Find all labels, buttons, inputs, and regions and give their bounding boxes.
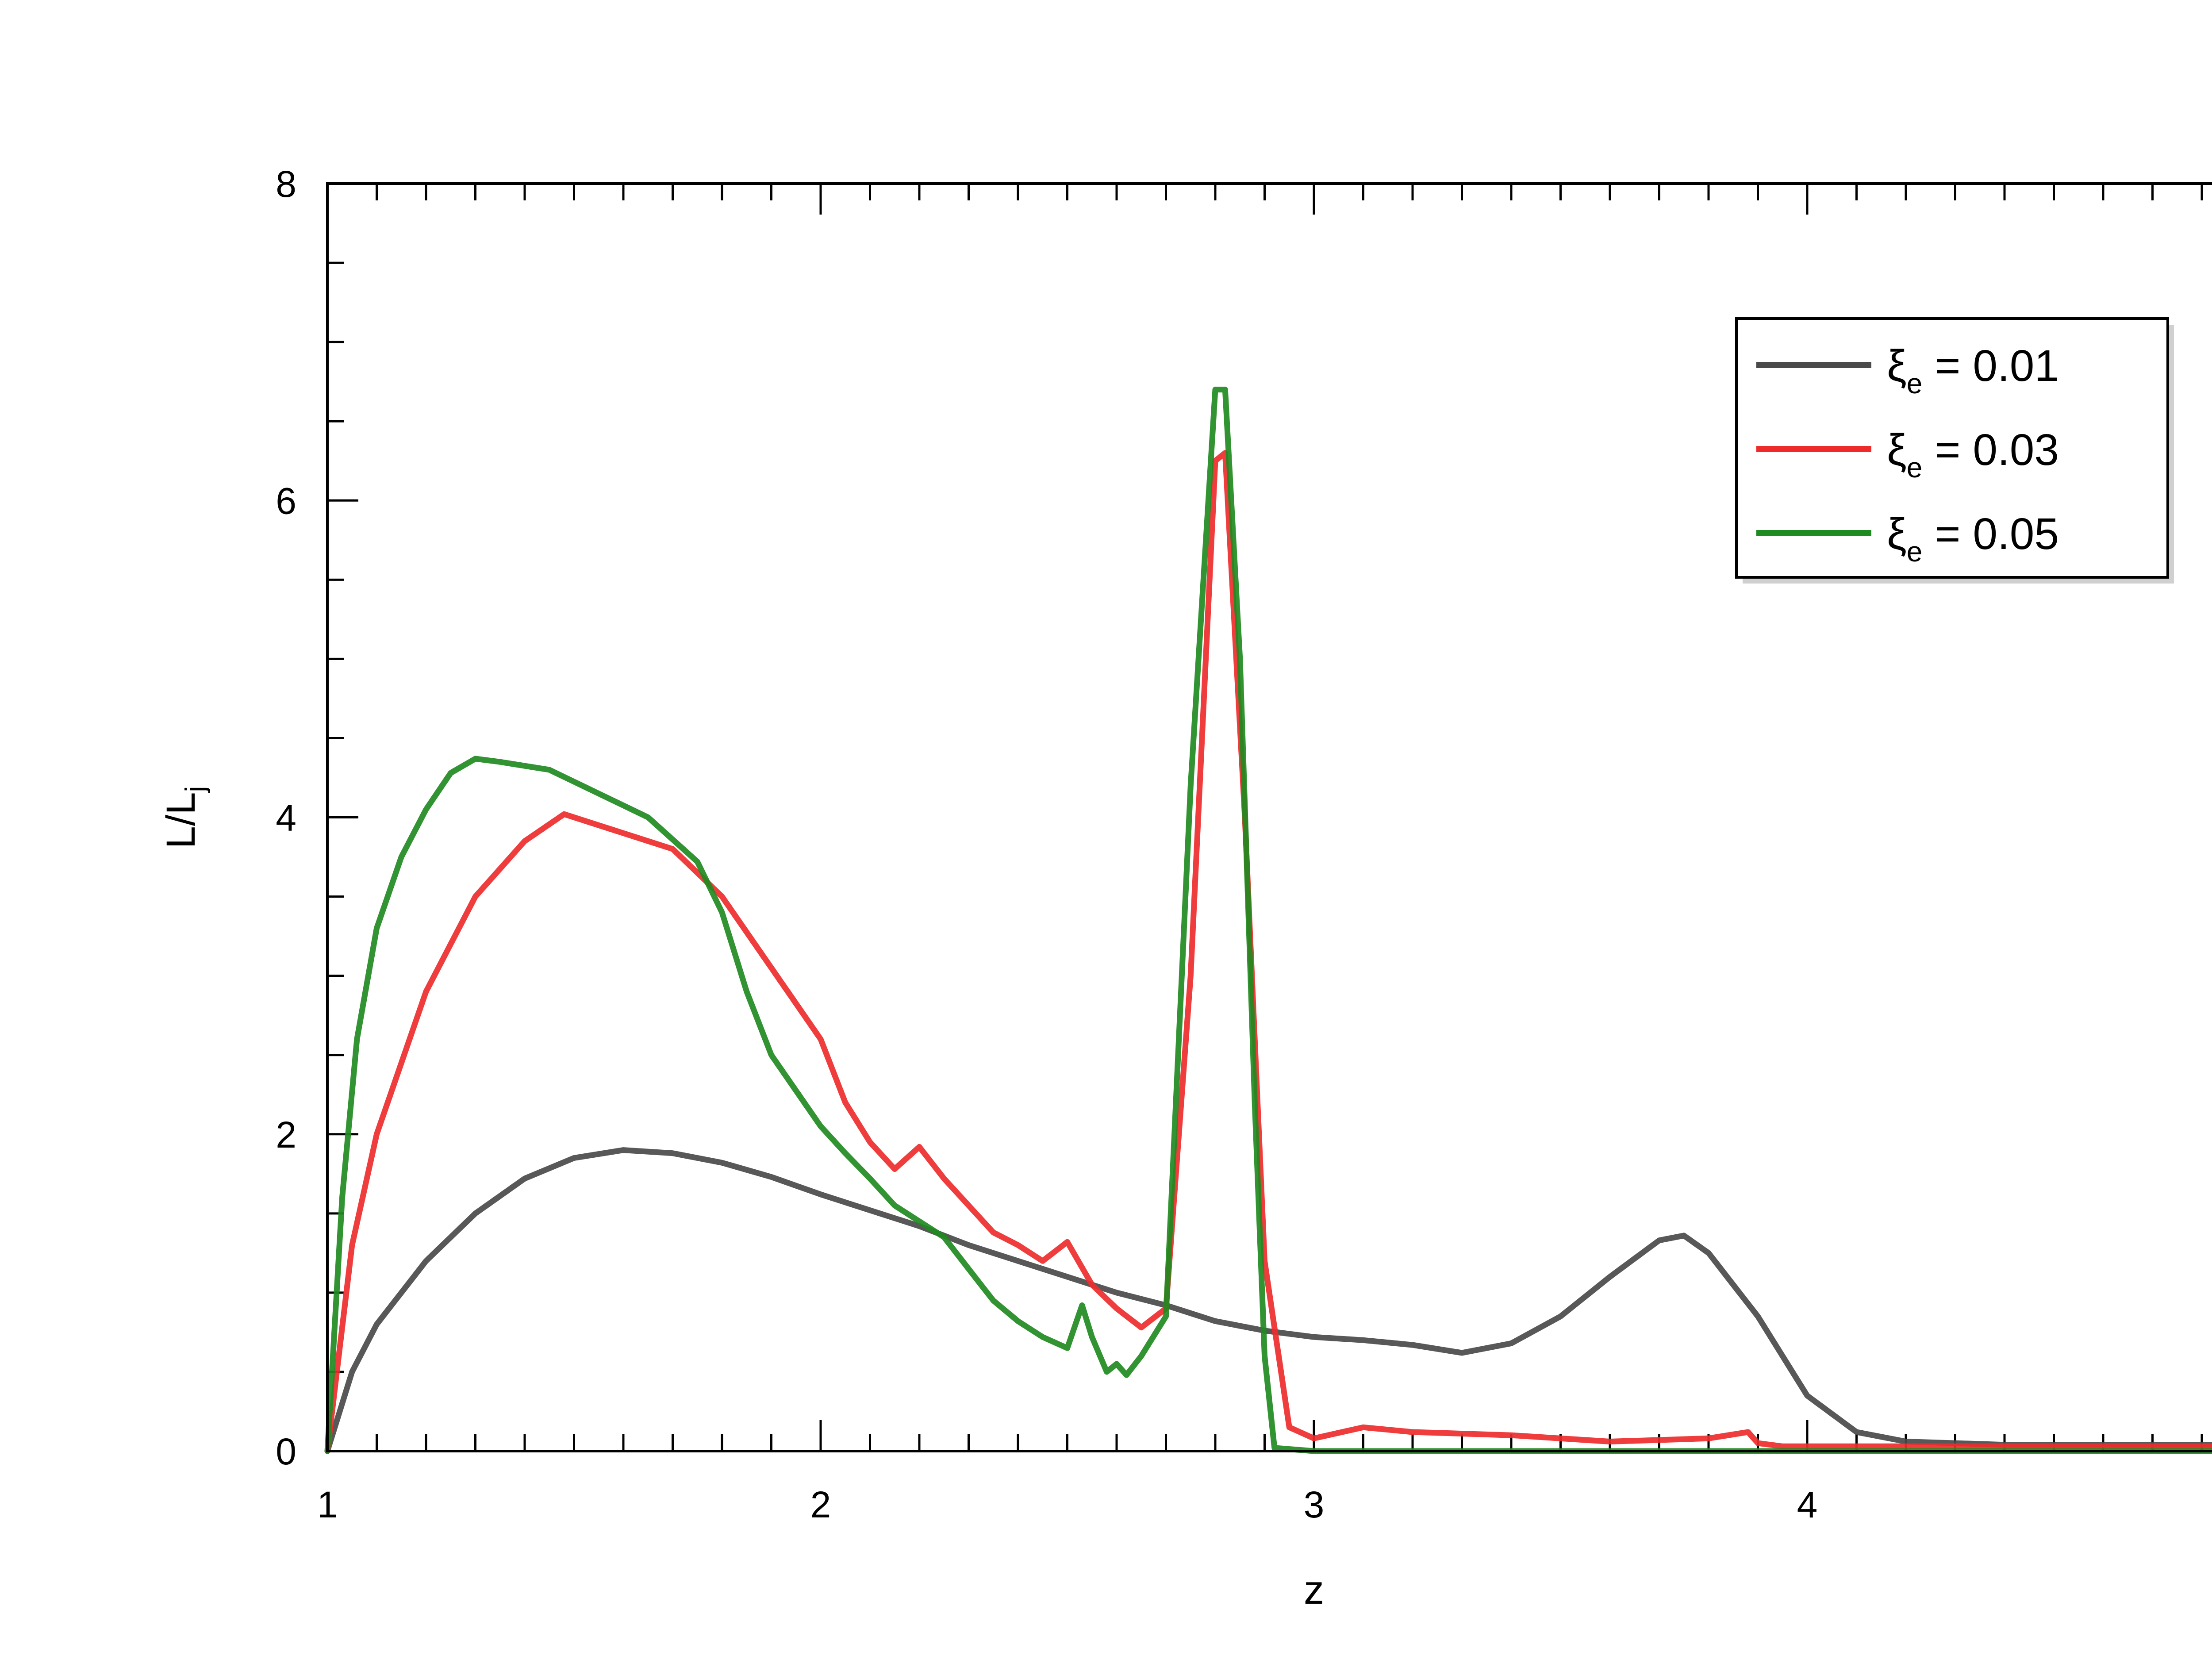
y-axis-title: L/Lj — [158, 786, 211, 849]
x-axis-title: z — [1304, 1567, 1324, 1613]
y-tick-label: 6 — [276, 480, 296, 522]
legend-label: ξe = 0.01 — [1887, 341, 2059, 399]
legend-label: ξe = 0.03 — [1887, 425, 2059, 484]
y-axis-title-sub: j — [180, 786, 211, 793]
series-line-2 — [324, 450, 2212, 1454]
y-tick-label: 8 — [276, 163, 296, 205]
y-axis-title-main: L/L — [158, 792, 204, 849]
y-tick-label: 0 — [276, 1431, 296, 1472]
x-tick-label: 2 — [810, 1484, 831, 1525]
x-tick-label: 3 — [1304, 1484, 1325, 1525]
y-tick-label: 2 — [276, 1114, 296, 1156]
legend-label: ξe = 0.05 — [1887, 509, 2059, 568]
x-tick-label: 4 — [1797, 1484, 1818, 1525]
series-line-3 — [324, 387, 2212, 1454]
x-tick-label: 1 — [317, 1484, 338, 1525]
series-layer — [324, 387, 2212, 1454]
legend: ξe = 0.01 ξe = 0.03 ξe = 0.05 — [1735, 317, 2174, 584]
plot-frame — [326, 182, 2212, 1452]
tick-labels: 1234502468 — [276, 163, 1818, 1525]
y-tick-label: 4 — [276, 797, 296, 839]
series-line-1 — [324, 1147, 2212, 1454]
